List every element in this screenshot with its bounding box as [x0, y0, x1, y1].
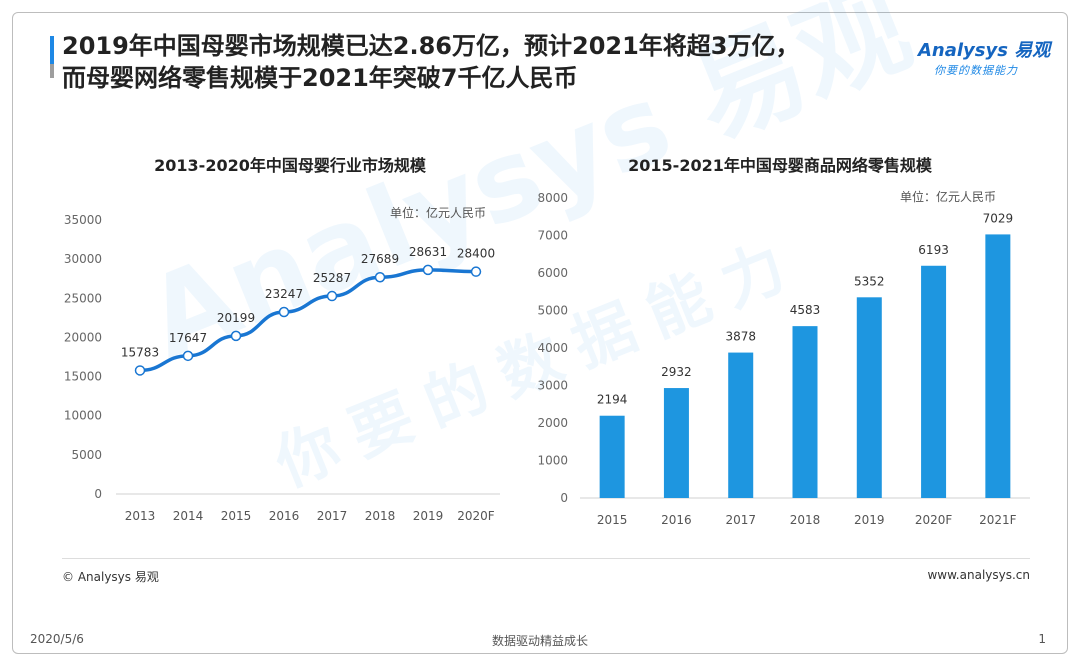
- bar-rect: [985, 234, 1011, 498]
- line-y-tick-label: 20000: [64, 330, 102, 344]
- bar-data-label: 3878: [725, 330, 756, 344]
- line-y-tick-label: 35000: [64, 213, 102, 227]
- bar-x-tick-label: 2020F: [915, 513, 953, 527]
- bar-data-label: 7029: [983, 211, 1014, 225]
- page-title-line2: 而母婴网络零售规模于2021年突破7千亿人民币: [62, 64, 578, 92]
- line-x-tick-label: 2014: [173, 509, 204, 523]
- copyright-text: © Analysys 易观: [62, 570, 159, 584]
- line-data-label: 23247: [265, 287, 303, 301]
- bar-chart-unit: 单位：亿元人民币: [900, 190, 997, 204]
- logo-main-text: Analysys 易观: [918, 40, 1051, 61]
- line-data-label: 17647: [169, 331, 207, 345]
- title-accent-bar: [50, 36, 54, 78]
- bar-chart-title: 2015-2021年中国母婴商品网络零售规模: [628, 156, 932, 175]
- line-y-tick-label: 0: [94, 487, 102, 501]
- bar-rect: [921, 265, 947, 498]
- bar-rect: [728, 352, 754, 498]
- bar-x-tick-label: 2019: [854, 513, 885, 527]
- line-data-point: [230, 330, 242, 342]
- website-link[interactable]: www.analysys.cn: [927, 568, 1030, 582]
- line-chart-unit: 单位：亿元人民币: [390, 206, 487, 220]
- line-data-point: [278, 306, 290, 318]
- page-title-line1: 2019年中国母婴市场规模已达2.86万亿，预计2021年将超3万亿，: [62, 32, 800, 60]
- page-number: 1: [1038, 632, 1046, 646]
- bar-y-tick-label: 2000: [537, 416, 568, 430]
- logo-sub-text: 你要的数据能力: [934, 64, 1018, 77]
- bar-x-tick-label: 2017: [725, 513, 756, 527]
- line-data-label: 20199: [217, 311, 255, 325]
- bar-y-tick-label: 0: [560, 491, 568, 505]
- slide-frame: [12, 12, 1068, 654]
- line-data-point: [422, 264, 434, 276]
- line-x-tick-label: 2019: [413, 509, 444, 523]
- line-data-label: 27689: [361, 252, 399, 266]
- bar-y-tick-label: 8000: [537, 191, 568, 205]
- bar-y-tick-label: 3000: [537, 379, 568, 393]
- bar-rect: [856, 297, 882, 498]
- bar-y-tick-label: 4000: [537, 341, 568, 355]
- line-y-tick-label: 10000: [64, 409, 102, 423]
- bar-data-label: 5352: [854, 274, 885, 288]
- bar-y-tick-label: 1000: [537, 454, 568, 468]
- bar-data-label: 6193: [918, 243, 949, 257]
- line-x-tick-label: 2016: [269, 509, 300, 523]
- bar-x-tick-label: 2016: [661, 513, 692, 527]
- line-x-tick-label: 2013: [125, 509, 156, 523]
- line-y-tick-label: 15000: [64, 370, 102, 384]
- line-data-label: 28400: [457, 247, 495, 261]
- line-y-tick-label: 25000: [64, 291, 102, 305]
- line-data-point: [470, 266, 482, 277]
- line-x-tick-label: 2020F: [457, 509, 495, 523]
- line-y-tick-label: 5000: [71, 448, 102, 462]
- bar-data-label: 2194: [597, 393, 628, 407]
- page-title: 2019年中国母婴市场规模已达2.86万亿，预计2021年将超3万亿， 而母婴网…: [62, 30, 800, 94]
- bar-data-label: 4583: [790, 303, 821, 317]
- line-x-tick-label: 2017: [317, 509, 348, 523]
- bar-rect: [599, 415, 625, 498]
- line-x-tick-label: 2015: [221, 509, 252, 523]
- line-data-point: [182, 350, 194, 362]
- bar-rect: [663, 388, 689, 498]
- line-series-path: [139, 268, 477, 373]
- bar-x-tick-label: 2015: [597, 513, 628, 527]
- line-data-label: 15783: [121, 345, 159, 359]
- footer-slogan: 数据驱动精益成长: [491, 634, 588, 648]
- bar-x-tick-label: 2018: [790, 513, 821, 527]
- footer-date: 2020/5/6: [30, 632, 84, 646]
- line-x-tick-label: 2018: [365, 509, 396, 523]
- footer-divider: [62, 558, 1030, 559]
- title-accent-bar-secondary: [50, 64, 54, 78]
- brand-logo: Analysys 易观 你要的数据能力: [918, 36, 1050, 78]
- bar-y-tick-label: 5000: [537, 304, 568, 318]
- bar-rect: [792, 326, 818, 498]
- line-data-label: 25287: [313, 271, 351, 285]
- line-data-label: 28631: [409, 245, 447, 259]
- bar-y-tick-label: 6000: [537, 266, 568, 280]
- line-data-point: [134, 365, 146, 376]
- line-y-tick-label: 30000: [64, 252, 102, 266]
- bar-y-tick-label: 7000: [537, 229, 568, 243]
- line-data-point: [374, 271, 386, 283]
- bar-data-label: 2932: [661, 365, 692, 379]
- line-chart-title: 2013-2020年中国母婴行业市场规模: [154, 156, 426, 175]
- bar-x-tick-label: 2021F: [979, 513, 1017, 527]
- line-data-point: [326, 290, 338, 302]
